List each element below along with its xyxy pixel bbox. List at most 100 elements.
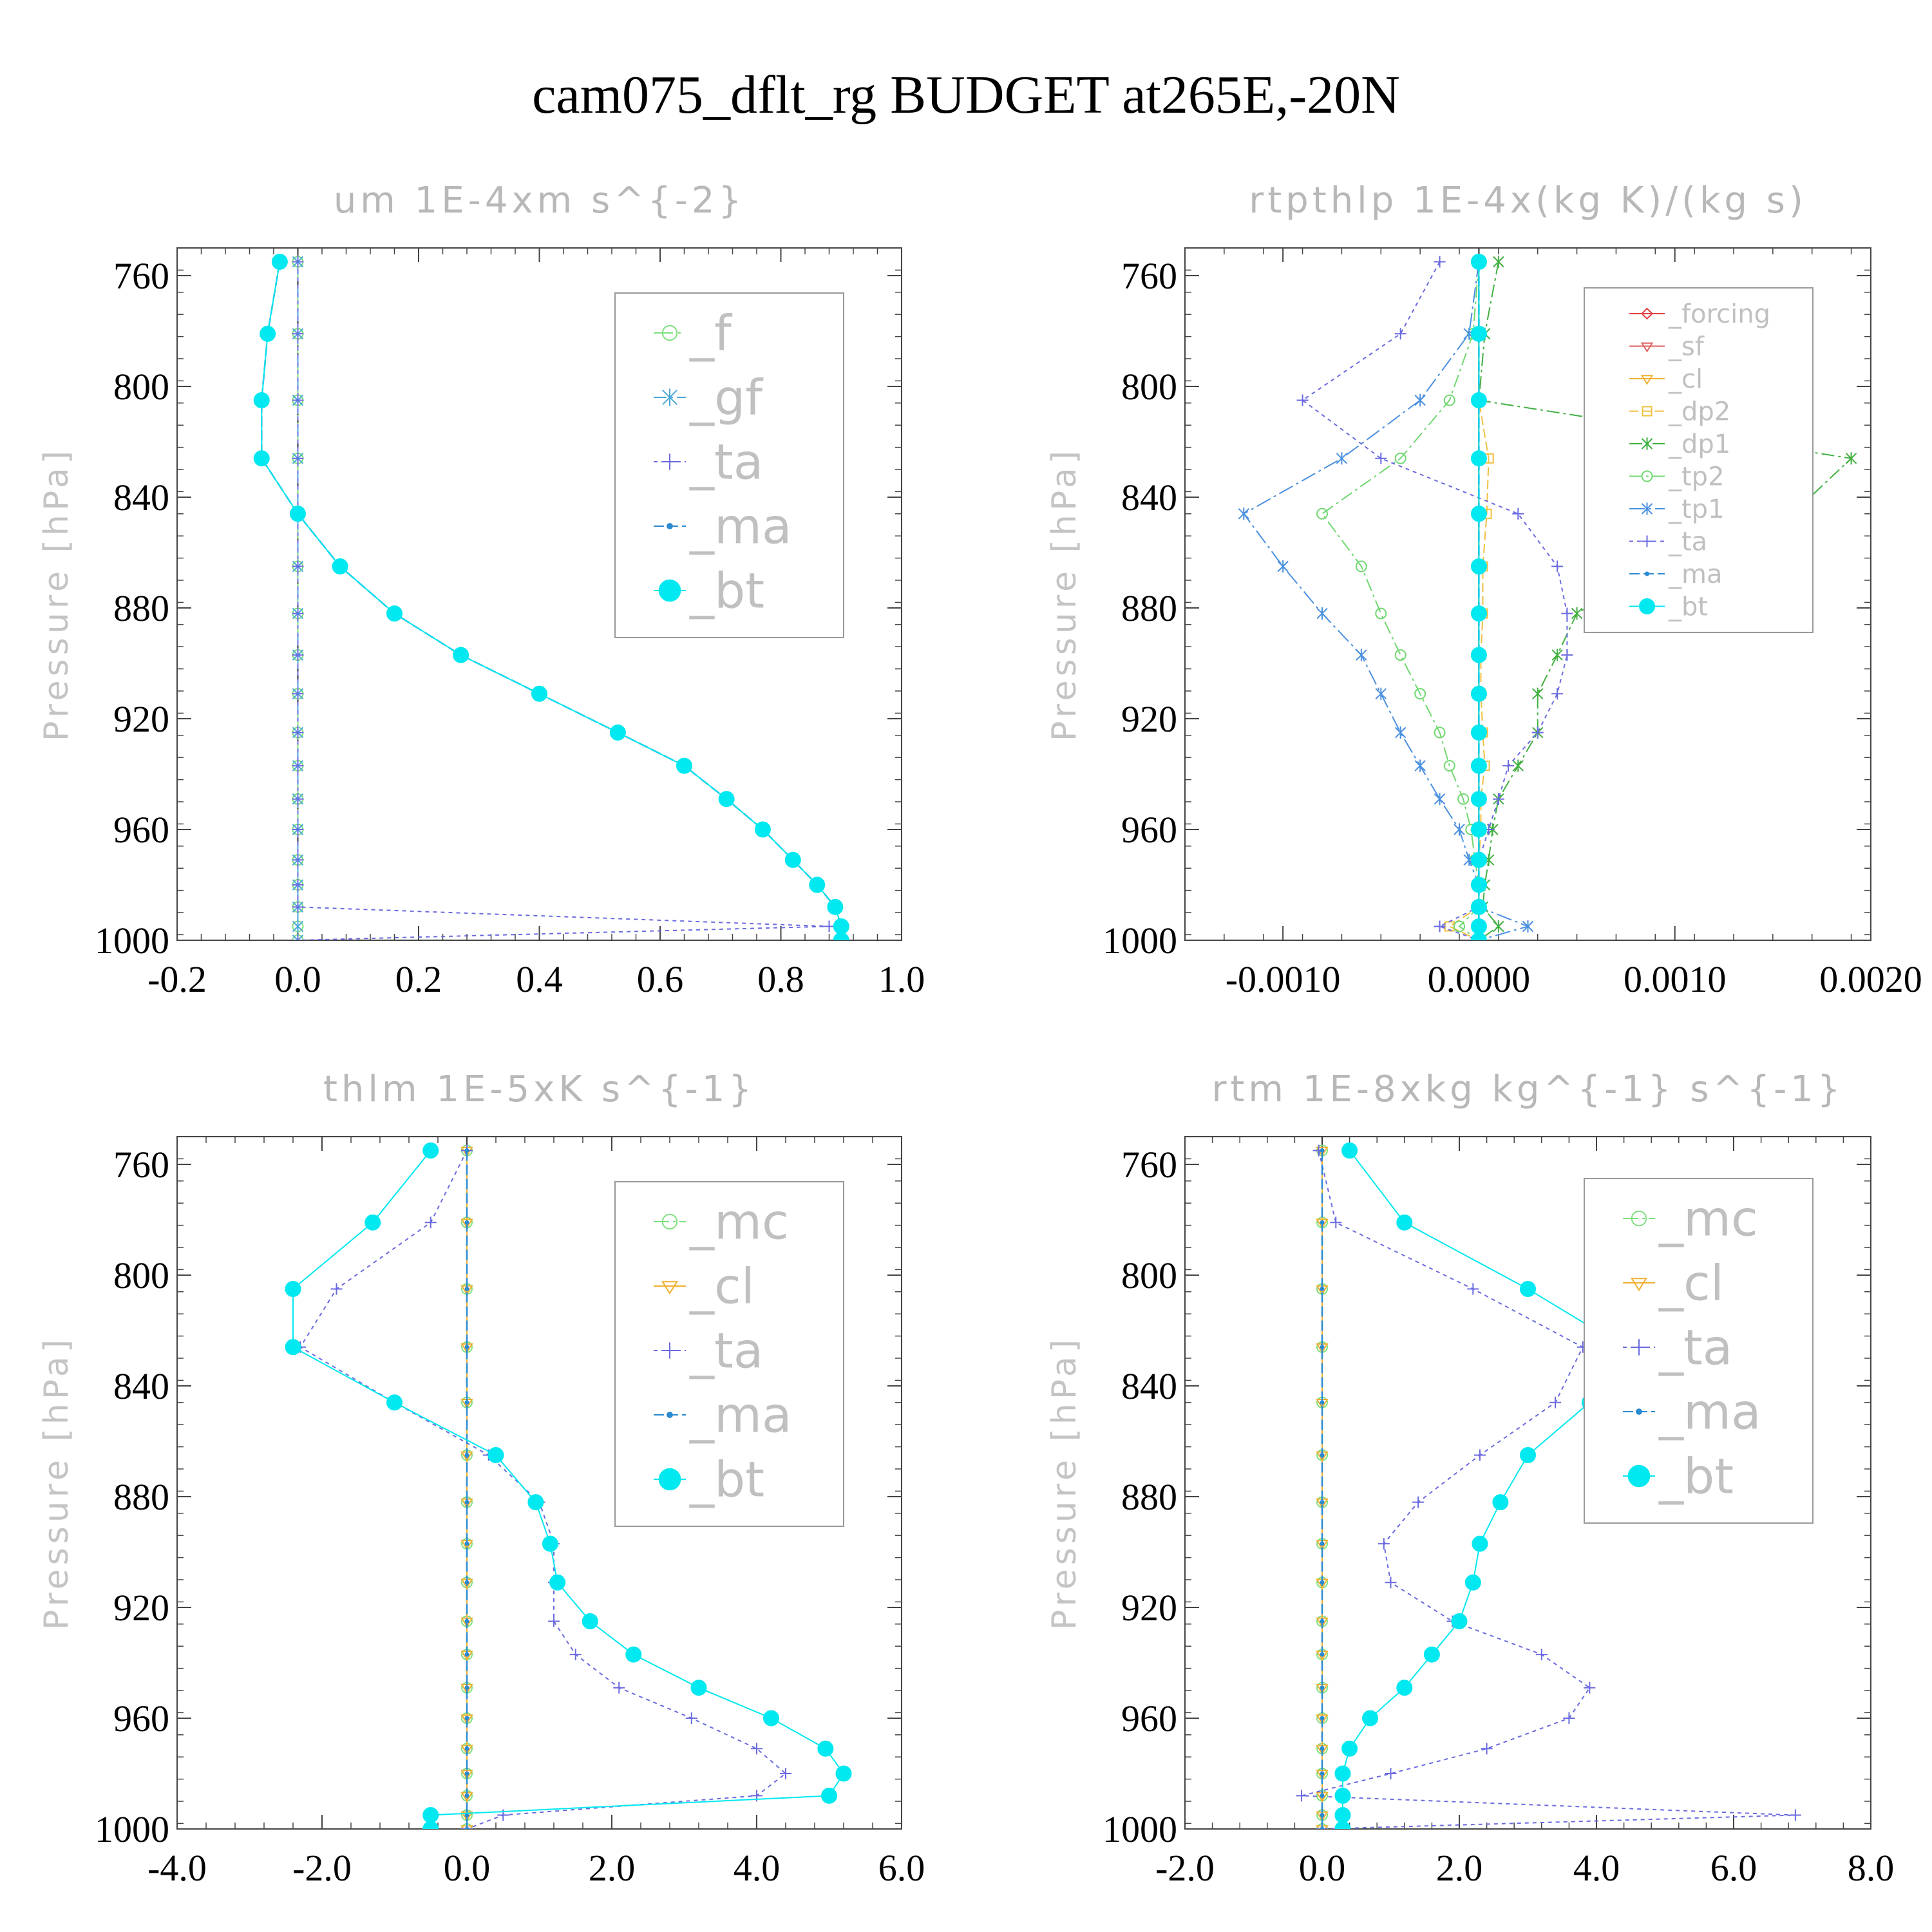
- data-point_bt: [531, 685, 547, 702]
- data-point_bt: [833, 932, 849, 940]
- data-point_tp2: [1443, 394, 1455, 406]
- data-point_tp1: [1414, 759, 1426, 772]
- data-point_ta: [292, 760, 304, 772]
- legend-marker: [1641, 307, 1653, 320]
- data-point_dp1: [1571, 607, 1583, 620]
- legend-label: _ma: [1668, 560, 1722, 589]
- y-tick-label: 880: [1121, 1476, 1177, 1518]
- data-point_bt: [527, 1494, 544, 1511]
- y-tick-label: 1000: [1103, 920, 1177, 961]
- data-point_bt: [365, 1214, 381, 1231]
- data-point_bt: [386, 605, 402, 622]
- data-point_ma: [1320, 1541, 1325, 1546]
- series-group: [1296, 1142, 1801, 1829]
- data-point_ta: [1385, 1768, 1397, 1779]
- data-point_ma: [464, 1716, 469, 1721]
- legend-label: _ma: [689, 498, 792, 555]
- data-point_ta: [424, 1217, 437, 1229]
- data-point_ta: [1375, 452, 1387, 464]
- data-point_bt: [290, 506, 306, 522]
- data-point_bt: [1396, 1680, 1413, 1696]
- panel-title: rtpthlp 1E-4x(kg K)/(kg s): [1249, 180, 1807, 222]
- data-point_bt: [582, 1613, 598, 1629]
- x-tick-label: 2.0: [1436, 1847, 1483, 1889]
- data-point_bt: [488, 1447, 504, 1463]
- panel-rtpthlp: rtpthlp 1E-4x(kg K)/(kg s) Pressure [hPa]…: [1045, 180, 1922, 1000]
- data-point_ta: [1412, 1496, 1425, 1508]
- data-point_ta: [1551, 688, 1564, 700]
- legend-marker: [661, 1213, 678, 1230]
- x-tick-label: 0.0000: [1428, 958, 1531, 1000]
- legend-label: _bt: [1658, 1448, 1734, 1505]
- data-point_bt: [453, 647, 469, 663]
- data-point_ma: [464, 1541, 469, 1546]
- legend-box: [614, 1181, 844, 1527]
- legend-box: [614, 292, 844, 638]
- data-point_ma: [1320, 1580, 1325, 1585]
- x-tick-label: 0.0: [1299, 1847, 1346, 1889]
- x-tick-label: 2.0: [589, 1847, 636, 1889]
- data-point_bt: [821, 1787, 837, 1804]
- data-point_bt: [809, 876, 826, 893]
- y-tick-label: 840: [1121, 1365, 1177, 1407]
- data-point_cl: [460, 1714, 473, 1725]
- legend-marker: [661, 1342, 678, 1359]
- data-point_ta: [1535, 1649, 1548, 1661]
- legend-marker: [1640, 342, 1654, 353]
- data-point_bt: [332, 558, 348, 574]
- data-point_ma: [464, 1287, 469, 1291]
- data-point_cl: [460, 1218, 473, 1229]
- data-point_bt: [1470, 685, 1487, 702]
- data-point_bt: [271, 254, 288, 270]
- data-point_ma: [1320, 1826, 1325, 1829]
- data-point_ta: [292, 824, 304, 835]
- y-tick-label: 960: [113, 809, 169, 851]
- data-point_tp1: [1454, 823, 1465, 836]
- data-point_tp1: [1336, 452, 1348, 465]
- x-tick-label: 0.6: [637, 958, 684, 1000]
- y-tick-label: 920: [1121, 698, 1177, 740]
- y-tick-label: 880: [1121, 587, 1177, 629]
- legend-label: _f: [689, 305, 733, 362]
- data-point_bt: [690, 1680, 707, 1696]
- data-point_ma: [1320, 1619, 1325, 1624]
- plot-frame: [176, 1136, 902, 1830]
- data-point_bt: [835, 1765, 852, 1782]
- panel-thlm: thlm 1E-5xK s^{-1} Pressure [hPa] -4.0 -2.0…: [37, 1068, 925, 1889]
- data-point_bt: [1472, 1535, 1488, 1552]
- x-tick-label: 6.0: [1710, 1847, 1757, 1889]
- data-point_ma: [464, 1580, 469, 1585]
- data-point_ta: [1394, 328, 1406, 340]
- data-point_ma: [1320, 1220, 1325, 1225]
- legend-marker: [662, 388, 677, 406]
- data-point_ta: [1330, 1217, 1342, 1229]
- y-tick-label: 960: [1121, 809, 1177, 851]
- legend-marker: [667, 523, 673, 529]
- data-point_bt: [1341, 1142, 1358, 1159]
- data-point_bt: [1520, 1281, 1536, 1297]
- data-point_ta: [292, 879, 304, 891]
- panel-title: rtm 1E-8xkg kg^{-1} s^{-1}: [1211, 1068, 1844, 1110]
- data-point_ta: [1296, 1790, 1308, 1802]
- data-point_ta: [292, 649, 304, 661]
- data-point_bt: [1334, 1807, 1351, 1823]
- data-point_ta: [1378, 1538, 1390, 1550]
- y-axis-title: Pressure [hPa]: [1045, 1336, 1084, 1630]
- legend-marker: [661, 325, 678, 341]
- y-axis-title: Pressure [hPa]: [37, 447, 76, 741]
- data-point_tp2: [1457, 793, 1470, 805]
- legend-label: _cl: [689, 1258, 755, 1315]
- data-point_ta: [1561, 649, 1573, 661]
- data-point_bt: [1470, 392, 1487, 408]
- data-point_bt: [1341, 1740, 1358, 1757]
- legend-label: _dp1: [1668, 430, 1730, 459]
- legend: _f _gf _ta _ma _bt: [614, 292, 844, 638]
- data-point_bt: [422, 1807, 439, 1823]
- y-tick-label: 1000: [1103, 1808, 1177, 1850]
- data-point_bt: [1470, 876, 1487, 893]
- data-point_ta: [548, 1615, 560, 1627]
- data-point_ta: [1481, 1743, 1493, 1755]
- data-point_bt: [1470, 757, 1487, 774]
- data-point_ma: [1320, 1287, 1325, 1291]
- data-point_bt: [260, 325, 276, 342]
